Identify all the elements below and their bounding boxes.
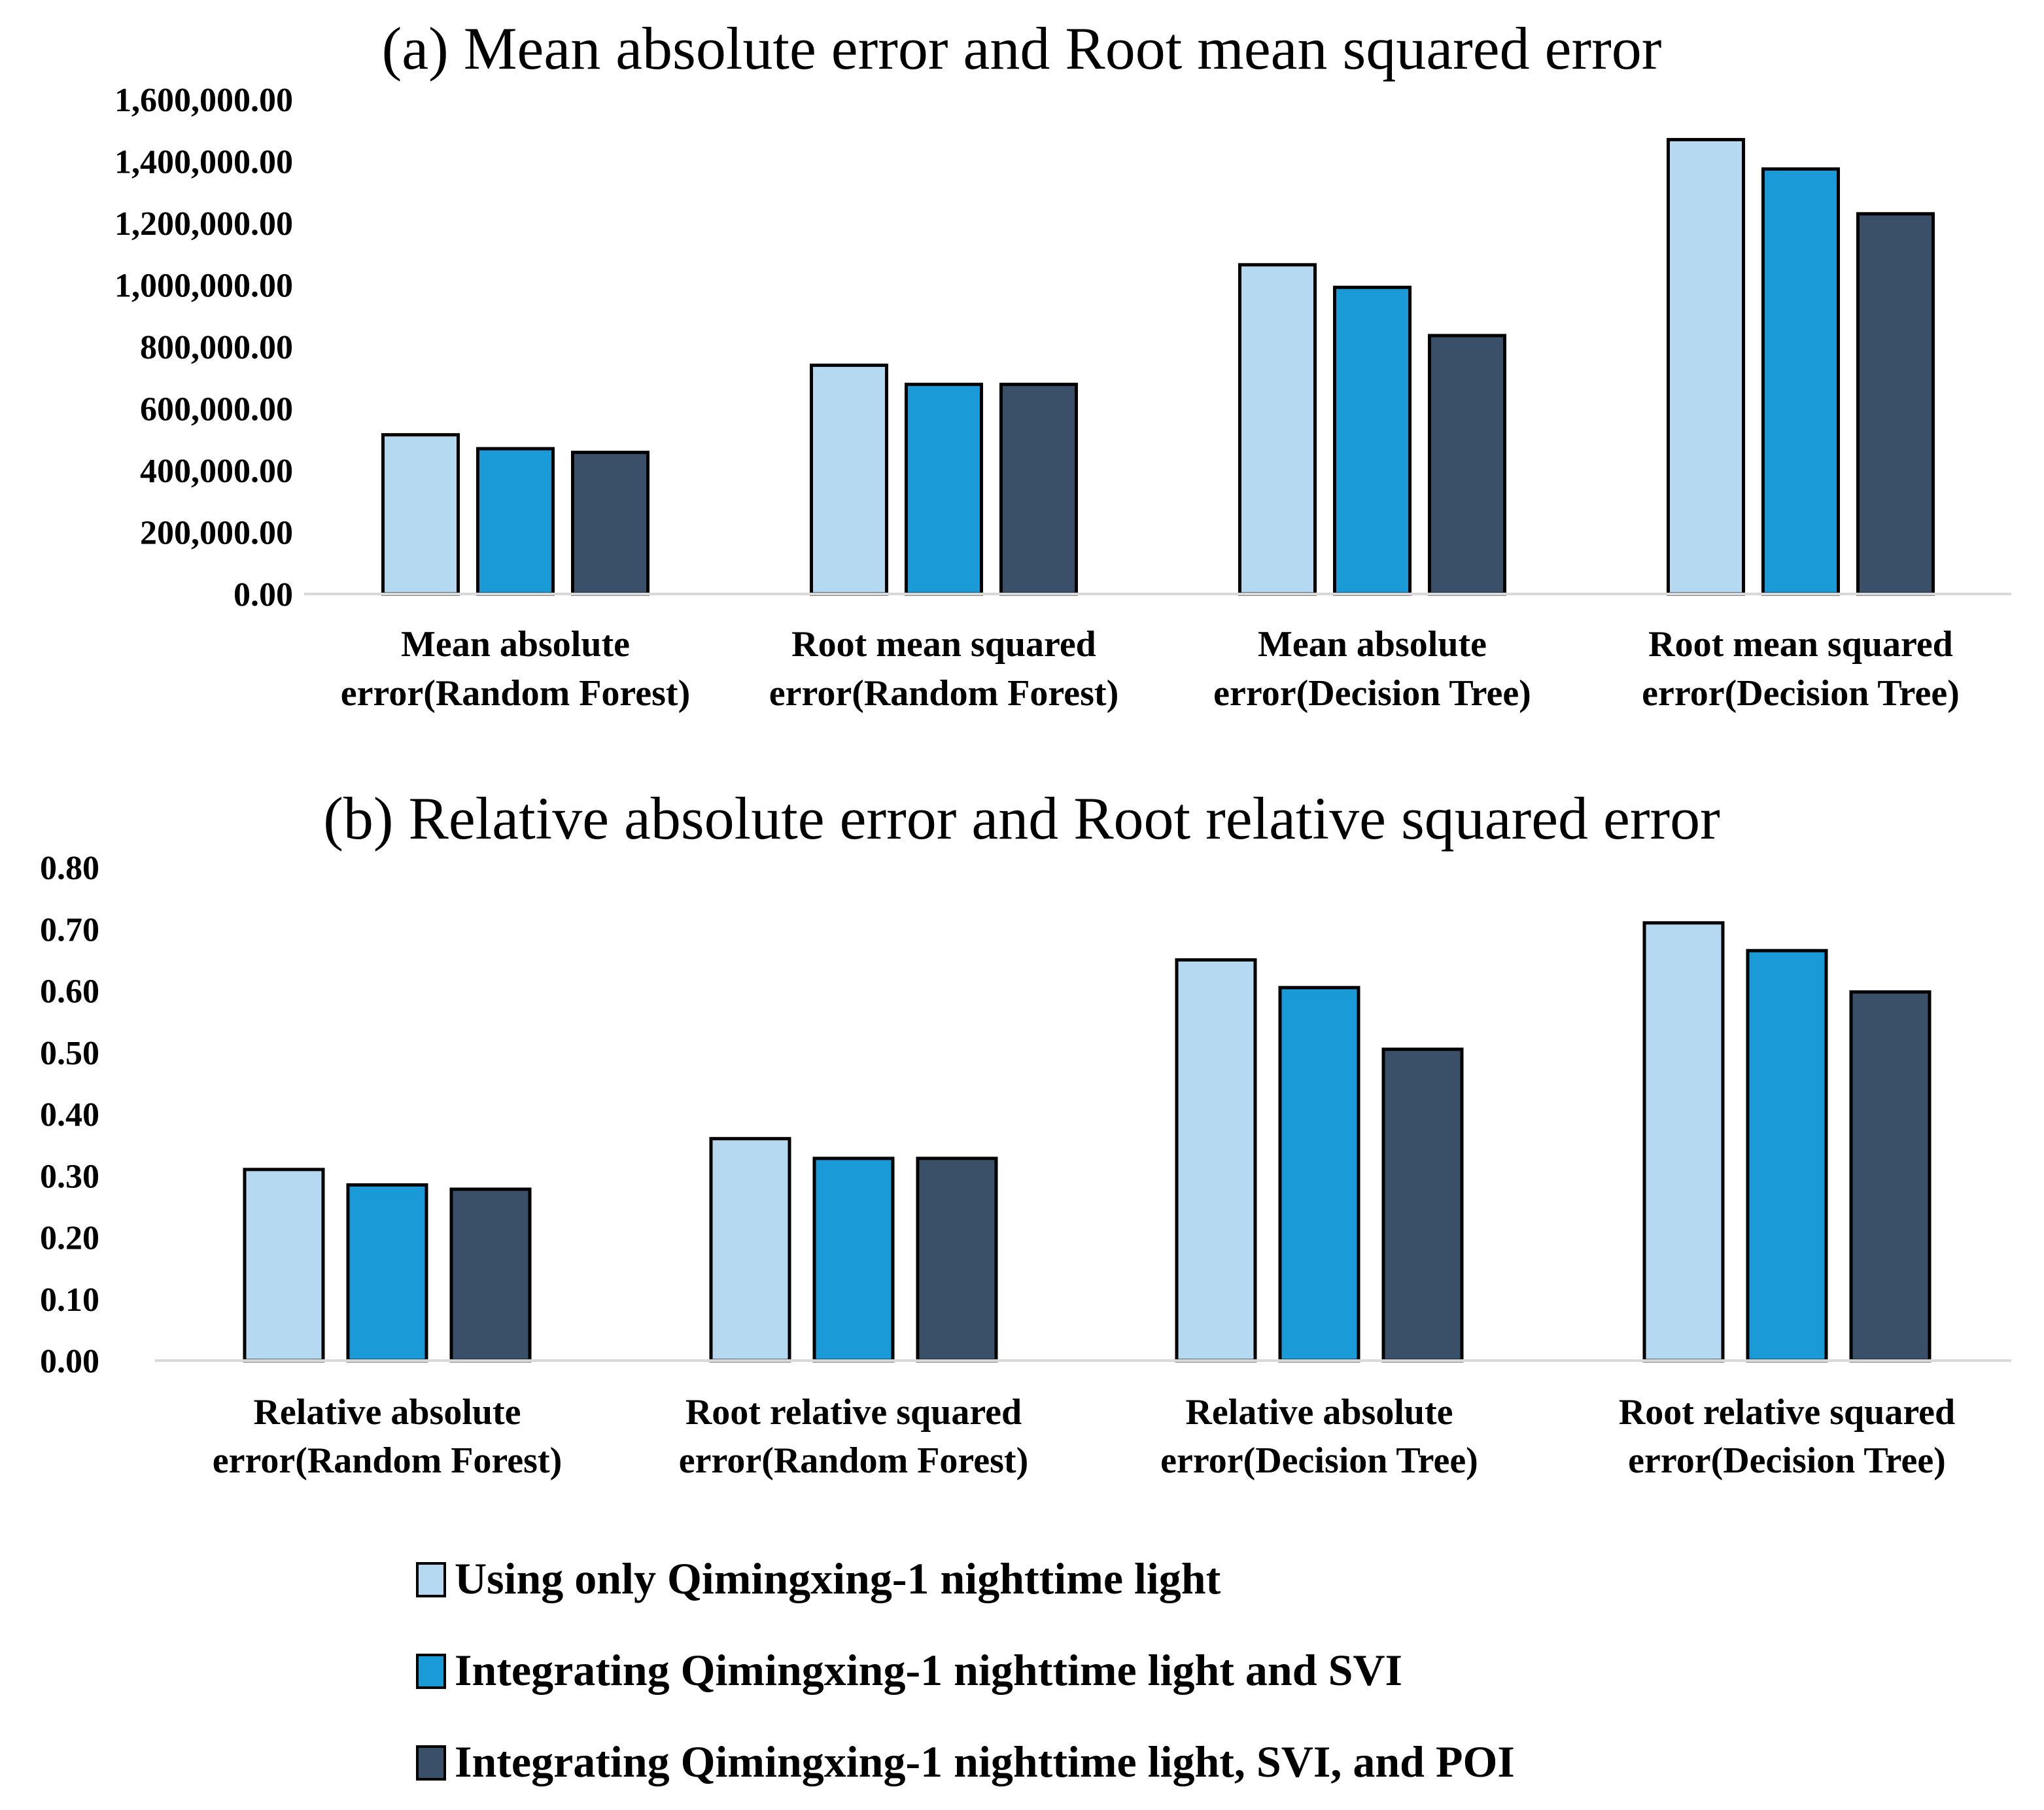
- bar: [1175, 958, 1257, 1363]
- y-tick-label: 400,000.00: [140, 453, 293, 490]
- legend-label: Using only Qimingxing-1 nighttime light: [455, 1554, 1221, 1603]
- bar: [1278, 986, 1360, 1363]
- legend-item: Using only Qimingxing-1 nighttime light: [416, 1554, 1221, 1603]
- bar: [1746, 949, 1828, 1363]
- chart-b: (b) Relative absolute error and Root rel…: [40, 785, 2011, 1481]
- y-tick-label: 0.70: [40, 911, 99, 949]
- x-category-label: error(Decision Tree): [1642, 673, 1960, 714]
- bar: [916, 1157, 998, 1363]
- x-category-label: error(Random Forest): [213, 1440, 562, 1481]
- y-tick-label: 0.80: [40, 850, 99, 887]
- y-tick-label: 600,000.00: [140, 391, 293, 428]
- x-category-label: Mean absolute: [401, 624, 630, 665]
- legend-item: Integrating Qimingxing-1 nighttime light…: [416, 1737, 1515, 1786]
- bar: [1333, 285, 1412, 596]
- y-tick-label: 0.40: [40, 1096, 99, 1134]
- legend: Using only Qimingxing-1 nighttime light …: [416, 1554, 1515, 1786]
- bar: [476, 447, 555, 596]
- legend-swatch: [416, 1745, 446, 1781]
- y-tick-label: 800,000.00: [140, 329, 293, 366]
- legend-swatch: [416, 1562, 446, 1597]
- y-tick-label: 1,000,000.00: [114, 268, 293, 305]
- chart-a-bars: [381, 137, 1935, 596]
- bar: [449, 1187, 532, 1363]
- bar: [1761, 167, 1840, 596]
- chart-b-title: (b) Relative absolute error and Root rel…: [323, 785, 1720, 852]
- x-category-label: error(Random Forest): [341, 673, 690, 714]
- legend-label: Integrating Qimingxing-1 nighttime light…: [455, 1737, 1515, 1786]
- chart-b-categories: Relative absolute error(Random Forest) Roo…: [213, 1392, 1955, 1481]
- chart-a-y-ticks: 0.00 200,000.00 400,000.00 600,000.00 800,00…: [114, 82, 293, 614]
- x-category-label: Root mean squared: [1648, 624, 1953, 665]
- bar: [709, 1137, 791, 1363]
- x-category-label: error(Random Forest): [769, 673, 1118, 714]
- y-tick-label: 0.00: [40, 1343, 99, 1380]
- x-category-label: error(Decision Tree): [1160, 1440, 1478, 1481]
- bar: [999, 383, 1078, 596]
- x-category-label: Root relative squared: [685, 1392, 1022, 1433]
- bar: [381, 433, 460, 596]
- x-category-label: error(Random Forest): [679, 1440, 1028, 1481]
- y-tick-label: 0.50: [40, 1035, 99, 1072]
- y-tick-label: 0.00: [234, 576, 293, 614]
- bar: [810, 363, 888, 596]
- bar: [1856, 212, 1935, 596]
- y-tick-label: 1,600,000.00: [114, 82, 293, 119]
- bar: [1849, 990, 1931, 1363]
- bar: [905, 383, 983, 596]
- bar: [1238, 263, 1317, 596]
- x-category-label: Mean absolute: [1258, 624, 1487, 665]
- legend-swatch: [416, 1654, 446, 1689]
- legend-item: Integrating Qimingxing-1 nighttime light…: [416, 1645, 1402, 1695]
- bar: [1667, 137, 1745, 596]
- bar: [812, 1157, 895, 1363]
- y-tick-label: 1,200,000.00: [114, 205, 293, 243]
- y-tick-label: 1,400,000.00: [114, 144, 293, 181]
- bar: [1642, 921, 1725, 1363]
- x-category-label: error(Decision Tree): [1628, 1440, 1946, 1481]
- y-tick-label: 0.20: [40, 1220, 99, 1257]
- chart-a-categories: Mean absolute error(Random Forest) Root me…: [341, 624, 1960, 714]
- bar: [1381, 1047, 1464, 1363]
- y-tick-label: 0.30: [40, 1158, 99, 1195]
- bar: [243, 1168, 325, 1363]
- x-category-label: Relative absolute: [1185, 1392, 1453, 1433]
- chart-a-title: (a) Mean absolute error and Root mean sq…: [382, 15, 1662, 82]
- chart-a: (a) Mean absolute error and Root mean sq…: [114, 15, 2011, 714]
- x-category-label: error(Decision Tree): [1213, 673, 1531, 714]
- y-tick-label: 0.60: [40, 973, 99, 1011]
- bar: [571, 451, 650, 596]
- x-category-label: Root relative squared: [1619, 1392, 1955, 1433]
- chart-b-bars: [243, 921, 1931, 1363]
- x-category-label: Relative absolute: [253, 1392, 521, 1433]
- bar: [1428, 334, 1506, 596]
- bar: [346, 1183, 428, 1363]
- chart-b-y-ticks: 0.00 0.10 0.20 0.30 0.40 0.50 0.60 0.70 0.80: [40, 850, 99, 1380]
- y-tick-label: 0.10: [40, 1281, 99, 1319]
- x-category-label: Root mean squared: [791, 624, 1096, 665]
- y-tick-label: 200,000.00: [140, 515, 293, 552]
- legend-label: Integrating Qimingxing-1 nighttime light…: [455, 1645, 1402, 1695]
